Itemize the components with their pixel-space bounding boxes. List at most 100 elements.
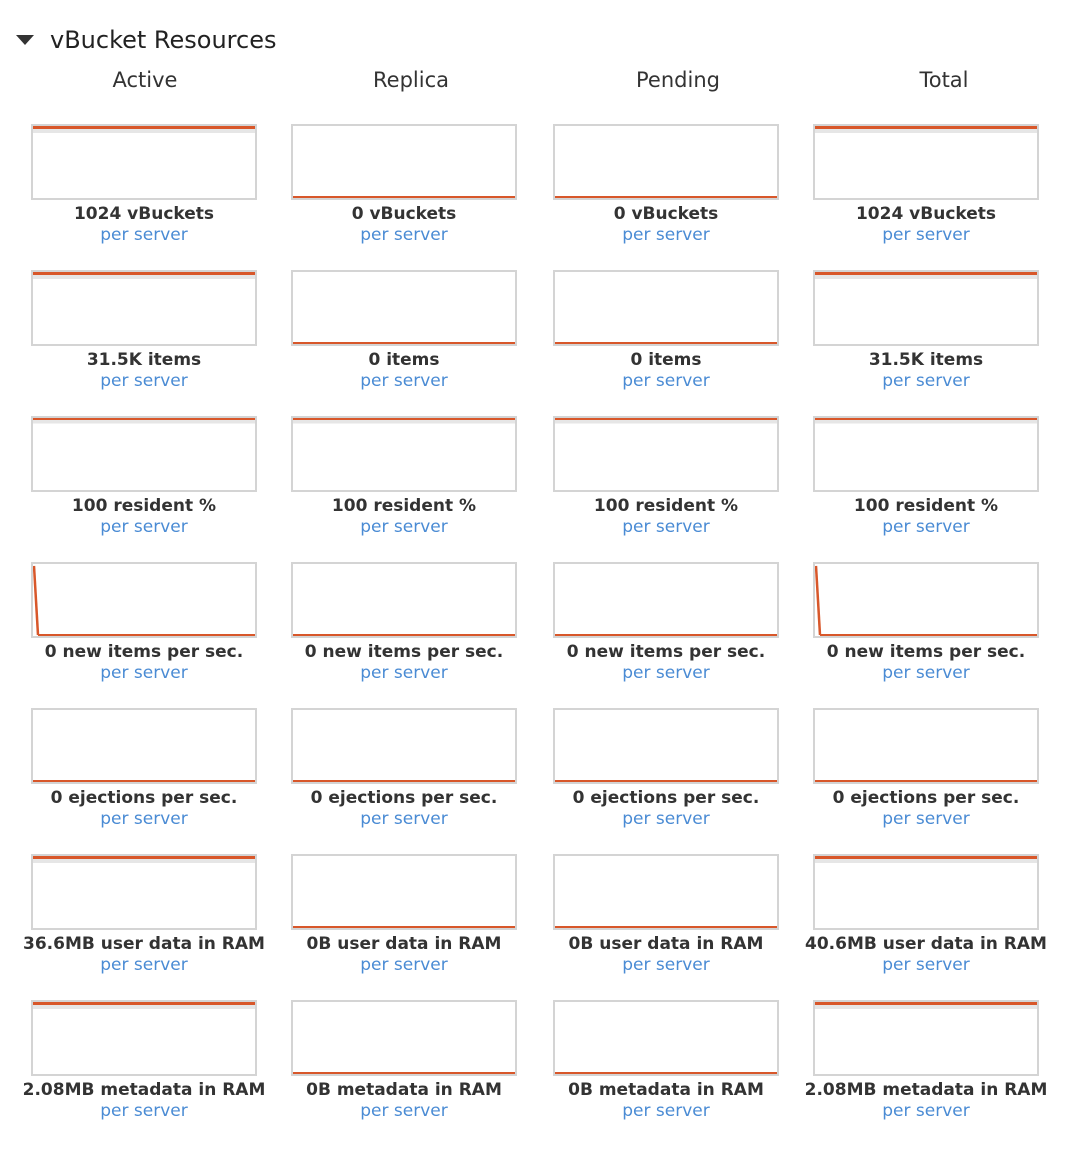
graph-resident-replica[interactable]: [291, 416, 517, 492]
graph-metadata-pending[interactable]: [553, 1000, 779, 1076]
per-server-link[interactable]: per server: [100, 955, 188, 975]
per-server-link[interactable]: per server: [360, 517, 448, 537]
graph-vBuckets-active[interactable]: [31, 124, 257, 200]
stat-label: 1024 vBuckets: [73, 204, 215, 224]
graph-new-items-total[interactable]: [813, 562, 1039, 638]
stat-label: 0 ejections per sec.: [50, 788, 238, 808]
graph-metadata-replica[interactable]: [291, 1000, 517, 1076]
sparkline-new-items-replica: [293, 634, 515, 636]
sparkline-vBuckets-total: [815, 126, 1037, 133]
stat-label: 0 new items per sec.: [304, 642, 504, 662]
per-server-link[interactable]: per server: [882, 663, 970, 683]
sparkline-resident-pending: [555, 418, 777, 424]
graph-user-data-total[interactable]: [813, 854, 1039, 930]
stat-label: 40.6MB user data in RAM: [805, 934, 1047, 954]
graph-user-data-active[interactable]: [31, 854, 257, 930]
graph-user-data-pending[interactable]: [553, 854, 779, 930]
per-server-link[interactable]: per server: [100, 225, 188, 245]
stat-label: 2.08MB metadata in RAM: [22, 1080, 266, 1100]
stat-label: 0 items: [630, 350, 702, 370]
sparkline-user-data-active: [33, 856, 255, 863]
graph-items-total[interactable]: [813, 270, 1039, 346]
per-server-link[interactable]: per server: [622, 955, 710, 975]
per-server-link[interactable]: per server: [100, 517, 188, 537]
graph-items-replica[interactable]: [291, 270, 517, 346]
per-server-link[interactable]: per server: [360, 225, 448, 245]
per-server-link[interactable]: per server: [100, 809, 188, 829]
graph-new-items-replica[interactable]: [291, 562, 517, 638]
graph-ejections-pending[interactable]: [553, 708, 779, 784]
section-toggle[interactable]: vBucket Resources: [14, 22, 277, 58]
sparkline-items-active: [33, 272, 255, 279]
sparkline-metadata-total: [815, 1002, 1037, 1009]
graph-metadata-total[interactable]: [813, 1000, 1039, 1076]
per-server-link[interactable]: per server: [882, 371, 970, 391]
sparkline-ejections-total: [815, 780, 1037, 782]
sparkline-metadata-pending: [555, 1072, 777, 1074]
per-server-link[interactable]: per server: [360, 955, 448, 975]
per-server-link[interactable]: per server: [360, 371, 448, 391]
sparkline-ejections-active: [33, 780, 255, 782]
stat-label: 100 resident %: [853, 496, 999, 516]
stat-label: 100 resident %: [593, 496, 739, 516]
per-server-link[interactable]: per server: [622, 517, 710, 537]
stat-label: 0 new items per sec.: [826, 642, 1026, 662]
sparkline-user-data-pending: [555, 926, 777, 928]
per-server-link[interactable]: per server: [622, 809, 710, 829]
stat-label: 0 new items per sec.: [566, 642, 766, 662]
per-server-link[interactable]: per server: [622, 663, 710, 683]
per-server-link[interactable]: per server: [360, 809, 448, 829]
sparkline-resident-total: [815, 418, 1037, 424]
graph-user-data-replica[interactable]: [291, 854, 517, 930]
graph-new-items-active[interactable]: [31, 562, 257, 638]
graph-new-items-pending[interactable]: [553, 562, 779, 638]
graph-resident-pending[interactable]: [553, 416, 779, 492]
sparkline-resident-replica: [293, 418, 515, 424]
column-header-total: Total: [919, 68, 969, 92]
per-server-link[interactable]: per server: [100, 663, 188, 683]
per-server-link[interactable]: per server: [882, 517, 970, 537]
per-server-link[interactable]: per server: [100, 1101, 188, 1121]
stat-label: 0 items: [368, 350, 440, 370]
sparkline-metadata-replica: [293, 1072, 515, 1074]
stat-label: 0 vBuckets: [613, 204, 719, 224]
stat-label: 0B metadata in RAM: [306, 1080, 502, 1100]
stat-label: 0 new items per sec.: [44, 642, 244, 662]
graph-vBuckets-pending[interactable]: [553, 124, 779, 200]
stat-label: 31.5K items: [868, 350, 984, 370]
per-server-link[interactable]: per server: [360, 1101, 448, 1121]
per-server-link[interactable]: per server: [622, 1101, 710, 1121]
per-server-link[interactable]: per server: [882, 225, 970, 245]
graph-resident-total[interactable]: [813, 416, 1039, 492]
per-server-link[interactable]: per server: [882, 1101, 970, 1121]
sparkline-vBuckets-active: [33, 126, 255, 133]
graph-ejections-total[interactable]: [813, 708, 1039, 784]
graph-resident-active[interactable]: [31, 416, 257, 492]
graph-items-active[interactable]: [31, 270, 257, 346]
column-header-active: Active: [112, 68, 178, 92]
per-server-link[interactable]: per server: [622, 371, 710, 391]
per-server-link[interactable]: per server: [882, 955, 970, 975]
graph-vBuckets-total[interactable]: [813, 124, 1039, 200]
sparkline-new-items-pending: [555, 634, 777, 636]
per-server-link[interactable]: per server: [622, 225, 710, 245]
per-server-link[interactable]: per server: [360, 663, 448, 683]
graph-vBuckets-replica[interactable]: [291, 124, 517, 200]
graph-items-pending[interactable]: [553, 270, 779, 346]
sparkline-vBuckets-pending: [555, 196, 777, 198]
sparkline-new-items-total: [815, 565, 1037, 636]
sparkline-user-data-replica: [293, 926, 515, 928]
graph-ejections-active[interactable]: [31, 708, 257, 784]
sparkline-metadata-active: [33, 1002, 255, 1009]
graph-metadata-active[interactable]: [31, 1000, 257, 1076]
caret-down-icon[interactable]: [16, 35, 34, 45]
column-header-replica: Replica: [373, 68, 449, 92]
series-line-spike: [815, 565, 822, 636]
sparkline-items-total: [815, 272, 1037, 279]
stat-label: 0 vBuckets: [351, 204, 457, 224]
graph-ejections-replica[interactable]: [291, 708, 517, 784]
sparkline-resident-active: [33, 418, 255, 424]
stat-label: 0 ejections per sec.: [572, 788, 760, 808]
per-server-link[interactable]: per server: [100, 371, 188, 391]
per-server-link[interactable]: per server: [882, 809, 970, 829]
